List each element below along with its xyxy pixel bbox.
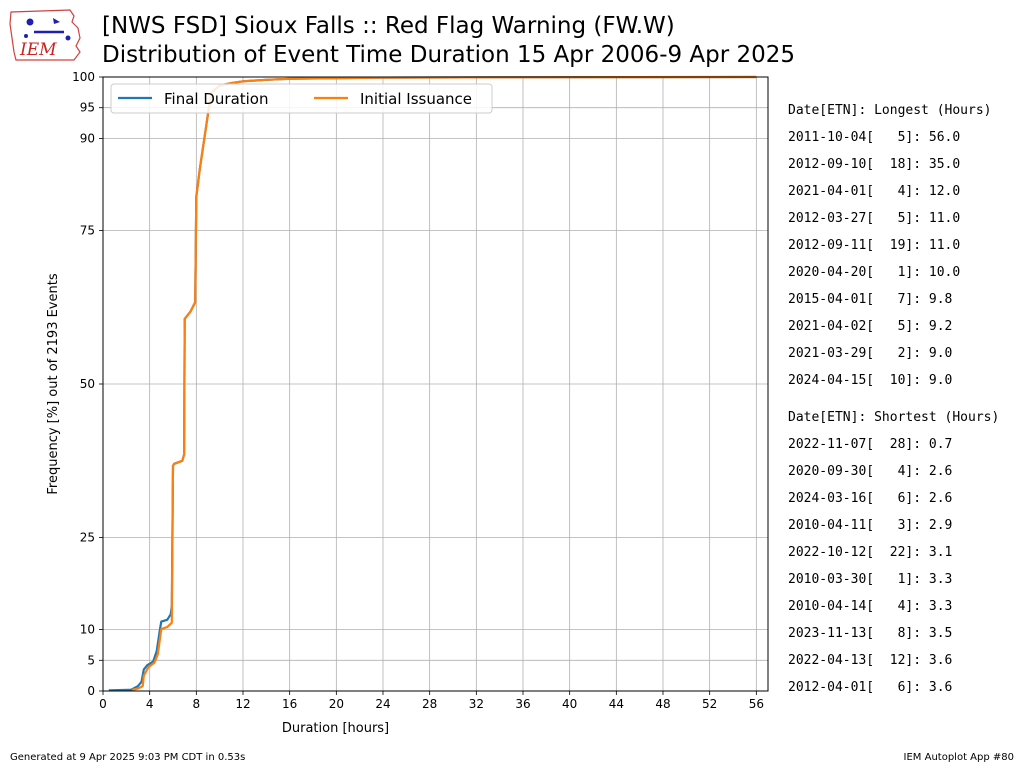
shortest-row: 2010-04-11[ 3]: 2.9 bbox=[788, 518, 953, 533]
shortest-row: 2010-04-14[ 4]: 3.3 bbox=[788, 599, 953, 614]
y-tick-label: 75 bbox=[80, 224, 95, 238]
duration-chart: 0 4 8 12 16 20 24 28 32 36 40 44 48 52 560510255075909… bbox=[46, 70, 769, 736]
chart-title-line1: [NWS FSD] Sioux Falls :: Red Flag Warnin… bbox=[102, 13, 675, 39]
shortest-row: 2022-10-12[ 22]: 3.1 bbox=[788, 545, 953, 560]
x-tick-label: 28 bbox=[422, 697, 437, 711]
legend: Final Duration Initial Issuance bbox=[110, 83, 493, 114]
y-tick-label: 5 bbox=[87, 653, 95, 667]
longest-row: 2015-04-01[ 7]: 9.8 bbox=[788, 292, 953, 307]
y-tick-label: 95 bbox=[80, 101, 95, 115]
longest-row: 2012-03-27[ 5]: 11.0 bbox=[788, 211, 961, 226]
longest-row: 2021-04-02[ 5]: 9.2 bbox=[788, 319, 953, 334]
shortest-row: 2022-04-13[ 12]: 3.6 bbox=[788, 653, 953, 668]
longest-row: 2012-09-11[ 19]: 11.0 bbox=[788, 238, 961, 253]
y-tick-label: 50 bbox=[80, 377, 95, 391]
x-tick-label: 44 bbox=[609, 697, 624, 711]
longest-row: 2012-09-10[ 18]: 35.0 bbox=[788, 157, 961, 172]
x-tick-label: 36 bbox=[515, 697, 530, 711]
x-tick-label: 12 bbox=[235, 697, 250, 711]
legend-label: Final Duration bbox=[164, 90, 269, 108]
footer-app-id: IEM Autoplot App #80 bbox=[903, 752, 1014, 763]
shortest-row: 2023-11-13[ 8]: 3.5 bbox=[788, 626, 953, 641]
shortest-header: Date[ETN]: Shortest (Hours) bbox=[788, 410, 1000, 425]
legend-box bbox=[110, 83, 493, 114]
x-tick-label: 56 bbox=[749, 697, 764, 711]
x-tick-label: 16 bbox=[282, 697, 297, 711]
x-tick-label: 0 bbox=[99, 697, 107, 711]
x-tick-label: 48 bbox=[655, 697, 670, 711]
y-axis-label: Frequency [%] out of 2193 Events bbox=[46, 273, 61, 494]
y-tick-label: 90 bbox=[80, 131, 95, 145]
longest-row: 2021-03-29[ 2]: 9.0 bbox=[788, 346, 953, 361]
chart-title-line2: Distribution of Event Time Duration 15 A… bbox=[102, 42, 796, 68]
iem-logo: IEM bbox=[9, 9, 81, 61]
longest-row: 2011-10-04[ 5]: 56.0 bbox=[788, 130, 961, 145]
y-tick-label: 25 bbox=[80, 531, 95, 545]
longest-header: Date[ETN]: Longest (Hours) bbox=[788, 103, 992, 118]
x-tick-label: 4 bbox=[146, 697, 154, 711]
legend-label: Initial Issuance bbox=[360, 90, 472, 108]
x-tick-label: 40 bbox=[562, 697, 577, 711]
x-tick-label: 8 bbox=[193, 697, 201, 711]
footer-generated: Generated at 9 Apr 2025 9:03 PM CDT in 0… bbox=[10, 752, 246, 763]
x-tick-label: 52 bbox=[702, 697, 717, 711]
longest-row: 2020-04-20[ 1]: 10.0 bbox=[788, 265, 961, 280]
y-tick-label: 100 bbox=[72, 70, 95, 84]
shortest-row: 2012-04-01[ 6]: 3.6 bbox=[788, 680, 953, 695]
longest-row: 2024-04-15[ 10]: 9.0 bbox=[788, 373, 953, 388]
plot-frame bbox=[102, 76, 769, 692]
y-tick-label: 10 bbox=[80, 623, 95, 637]
shortest-row: 2022-11-07[ 28]: 0.7 bbox=[788, 437, 953, 452]
x-axis-label: Duration [hours] bbox=[282, 721, 389, 736]
shortest-row: 2024-03-16[ 6]: 2.6 bbox=[788, 491, 953, 506]
x-tick-label: 20 bbox=[329, 697, 344, 711]
shortest-row: 2010-03-30[ 1]: 3.3 bbox=[788, 572, 953, 587]
series-line-initial-issuance bbox=[131, 75, 757, 691]
logo-text: IEM bbox=[19, 40, 57, 60]
longest-row: 2021-04-01[ 4]: 12.0 bbox=[788, 184, 961, 199]
y-tick-label: 0 bbox=[87, 684, 95, 698]
shortest-row: 2020-09-30[ 4]: 2.6 bbox=[788, 464, 953, 479]
x-tick-label: 32 bbox=[469, 697, 484, 711]
x-tick-label: 24 bbox=[375, 697, 390, 711]
